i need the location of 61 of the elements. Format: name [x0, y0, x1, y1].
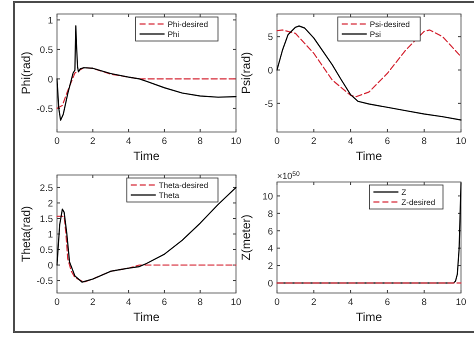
y-tick-label: 2 [48, 198, 53, 210]
x-tick-label: 10 [456, 136, 466, 147]
legend-label: Psi-desired [370, 20, 410, 29]
legend-label: Z [401, 188, 406, 197]
y-tick-label: 0 [268, 278, 273, 290]
x-axis-title: Time [133, 310, 160, 324]
y-axis-title: Phi(rad) [19, 52, 33, 94]
x-tick-label: 6 [384, 297, 390, 308]
x-tick-label: 8 [422, 297, 427, 308]
line-series [56, 216, 237, 283]
y-tick-label: -5 [264, 98, 273, 110]
x-axis-title: Time [356, 149, 382, 163]
y-axis-title: Z(meter) [239, 214, 253, 260]
x-tick-label: 8 [198, 297, 203, 308]
x-tick-label: 4 [126, 136, 132, 147]
x-tick-label: 2 [90, 297, 96, 308]
y-tick-label: 10 [262, 191, 273, 202]
x-tick-label: 10 [456, 297, 466, 308]
x-tick-label: 10 [230, 297, 242, 308]
legend-label: Theta-desired [158, 181, 208, 190]
y-tick-label: -0.5 [36, 104, 53, 115]
legend-label: Psi [370, 30, 382, 39]
line-series [56, 186, 237, 283]
y-tick-label: 0 [268, 66, 273, 76]
y-tick-label: 1 [48, 15, 53, 26]
line-series [276, 29, 462, 98]
y-tick-label: 1 [48, 230, 53, 240]
legend-label: Z-desired [401, 198, 436, 207]
x-tick-label: 2 [311, 297, 316, 308]
y-tick-label: -0.5 [36, 276, 53, 288]
x-tick-label: 6 [162, 136, 168, 147]
x-tick-label: 2 [90, 136, 96, 147]
legend-label: Phi [168, 30, 180, 39]
x-tick-label: 10 [230, 136, 242, 147]
y-tick-label: 0.5 [40, 245, 53, 256]
y-tick-label: 2.5 [40, 182, 53, 194]
x-tick-label: 6 [384, 136, 390, 147]
y-axis-title: Psi(rad) [239, 52, 253, 94]
y-tick-label: 6 [268, 226, 273, 238]
y-tick-label: 8 [268, 208, 273, 220]
y-tick-label: 2 [268, 261, 273, 272]
legend-label: Phi-desired [168, 20, 208, 29]
x-tick-label: 8 [198, 136, 203, 147]
x-tick-label: 4 [126, 297, 132, 308]
x-tick-label: 4 [348, 297, 354, 308]
x-axis-title: Time [133, 149, 160, 163]
line-series [56, 67, 237, 109]
x-tick-label: 6 [162, 297, 168, 308]
y-tick-label: 4 [268, 244, 273, 255]
y-tick-label: 5 [268, 32, 273, 44]
x-axis-title: Time [356, 310, 382, 324]
y-tick-label: 1.5 [40, 214, 53, 225]
legend-label: Theta [158, 191, 180, 200]
y-tick-label: 0.5 [40, 44, 53, 56]
y-tick-label: 0 [48, 74, 53, 86]
x-tick-label: 2 [311, 136, 316, 147]
x-tick-label: 8 [422, 136, 427, 147]
y-tick-label: 0 [48, 260, 53, 272]
text: ×10$^{50}$ [277, 170, 300, 181]
y-axis-title: Theta(rad) [19, 206, 33, 262]
x-tick-label: 4 [348, 136, 354, 147]
